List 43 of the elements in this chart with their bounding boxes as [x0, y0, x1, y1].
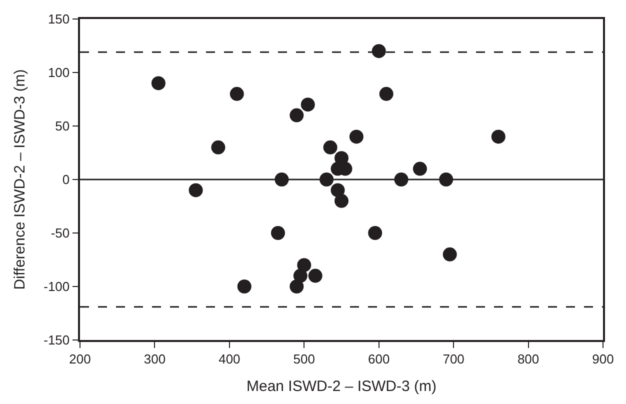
y-tick-label: -100: [44, 279, 70, 294]
y-tick-label: 50: [55, 118, 70, 134]
point: [439, 172, 454, 186]
point: [320, 172, 334, 186]
point: [412, 162, 427, 176]
point: [270, 226, 285, 240]
point: [237, 280, 252, 294]
point: [230, 86, 244, 101]
point: [151, 76, 166, 90]
point: [394, 172, 408, 186]
point: [293, 268, 308, 283]
point: [188, 183, 203, 198]
y-axis-title: Difference ISWD-2 – ISWD-3 (m): [11, 69, 28, 290]
point: [323, 140, 338, 154]
y-tick-label: 0: [62, 172, 70, 188]
y-tick-label: 100: [48, 65, 70, 80]
point: [211, 140, 226, 154]
point: [297, 258, 312, 272]
y-tick-label: -50: [50, 226, 70, 241]
point: [349, 130, 364, 144]
point: [368, 226, 382, 240]
point: [308, 268, 322, 283]
point: [300, 98, 315, 112]
point: [372, 44, 386, 58]
x-tick-label: 400: [218, 351, 240, 366]
x-tick-label: 700: [442, 351, 464, 366]
point: [274, 172, 289, 186]
x-tick-label: 600: [368, 351, 390, 366]
point: [442, 247, 457, 262]
point: [334, 194, 348, 208]
point: [330, 183, 345, 198]
point: [491, 130, 506, 144]
x-tick-label: 200: [69, 351, 91, 366]
point: [379, 86, 394, 101]
point: [290, 280, 304, 294]
x-tick-label: 800: [517, 351, 540, 366]
x-axis-title: Mean ISWD-2 – ISWD-3 (m): [246, 378, 437, 395]
y-tick-label: -150: [44, 332, 70, 348]
x-tick-label: 500: [293, 351, 315, 366]
x-tick-label: 300: [144, 351, 166, 366]
y-tick-label: 150: [48, 12, 70, 27]
x-tick-label: 900: [592, 351, 614, 366]
point: [290, 108, 304, 122]
